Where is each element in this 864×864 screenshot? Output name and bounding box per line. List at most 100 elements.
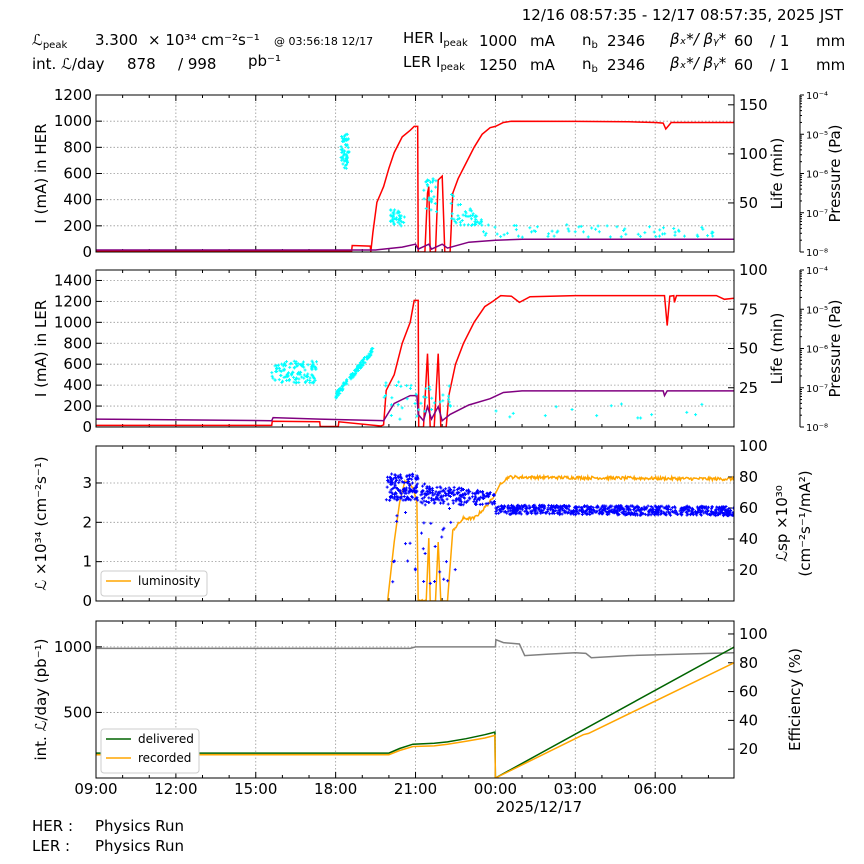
scatter-point — [300, 375, 304, 379]
scatter-point — [435, 485, 439, 489]
scatter-point — [398, 215, 402, 219]
scatter-point — [658, 234, 662, 238]
scatter-point — [292, 380, 296, 384]
x-tick-label: 06:00 — [634, 780, 677, 798]
scatter-point — [289, 361, 293, 365]
scatter-point — [545, 510, 549, 514]
y-right-tick-label: 50 — [739, 340, 758, 358]
scatter-point — [447, 397, 451, 401]
scatter-point — [627, 512, 631, 516]
scatter-point — [700, 402, 704, 406]
scatter-point — [685, 410, 689, 414]
scatter-point — [413, 402, 417, 406]
scatter-point — [424, 500, 428, 504]
y-left-tick-label: 2 — [82, 513, 92, 531]
scatter-point — [451, 499, 455, 503]
scatter-point — [344, 157, 348, 161]
scatter-point — [396, 403, 400, 407]
scatter-point — [308, 379, 312, 383]
pressure-tick-label: 10⁻⁴ — [806, 91, 828, 102]
scatter-point — [666, 507, 670, 511]
scatter-point — [446, 502, 450, 506]
scatter-point — [466, 223, 470, 227]
scatter-point — [279, 369, 283, 373]
series-group — [384, 472, 734, 601]
scatter-point — [511, 504, 515, 508]
scatter-point — [551, 510, 555, 514]
scatter-point — [271, 376, 275, 380]
scatter-point — [397, 380, 401, 384]
scatter-point — [420, 497, 424, 501]
scatter-point — [402, 215, 406, 219]
scatter-point — [344, 166, 348, 170]
scatter-point — [407, 497, 411, 501]
scatter-point — [480, 491, 484, 495]
scatter-point — [547, 503, 551, 507]
scatter-point — [310, 373, 314, 377]
scatter-point — [538, 509, 542, 513]
scatter-point — [421, 484, 425, 488]
scatter-point — [531, 504, 535, 508]
series-group — [96, 120, 734, 252]
scatter-point — [442, 577, 446, 581]
scatter-point — [447, 394, 451, 398]
scatter-point — [441, 393, 445, 397]
scatter-point — [399, 384, 403, 388]
scatter-point — [285, 378, 289, 382]
scatter-point — [402, 488, 406, 492]
scatter-point — [400, 480, 404, 484]
scatter-point — [341, 384, 345, 388]
scatter-point — [393, 473, 397, 477]
lpeak-unit: × 10³⁴ cm⁻²s⁻¹ — [148, 31, 260, 49]
scatter-point — [389, 219, 393, 223]
scatter-point — [390, 396, 394, 400]
y-left-tick-label: 1000 — [54, 638, 92, 656]
scatter-point — [630, 512, 634, 516]
scatter-point — [425, 180, 429, 184]
intl-delivered: / 998 — [178, 55, 216, 73]
svg-text:LER Ipeak: LER Ipeak — [403, 53, 465, 73]
scatter-point — [297, 370, 301, 374]
scatter-point — [562, 509, 566, 513]
scatter-point — [367, 354, 371, 358]
scatter-point — [484, 502, 488, 506]
scatter-point — [706, 509, 710, 513]
y-left-tick-label: 1200 — [54, 292, 92, 310]
scatter-point — [533, 507, 537, 511]
scatter-point — [624, 232, 628, 236]
y-right-tick-label: 40 — [739, 711, 758, 729]
scatter-point — [608, 235, 612, 239]
scatter-point — [405, 397, 409, 401]
scatter-point — [410, 495, 414, 499]
scatter-point — [400, 406, 404, 410]
ler-ipeak-sub: peak — [440, 62, 465, 73]
her-ipeak-unit: mA — [530, 32, 556, 50]
scatter-point — [541, 510, 545, 514]
scatter-point — [415, 496, 419, 500]
scatter-point — [403, 491, 407, 495]
scatter-point — [397, 481, 401, 485]
scatter-point — [439, 495, 443, 499]
scatter-point — [500, 504, 504, 508]
scatter-point — [480, 223, 484, 227]
scatter-point — [406, 559, 410, 563]
scatter-point — [449, 520, 453, 524]
x-date-label: 2025/12/17 — [496, 798, 582, 816]
scatter-point — [474, 217, 478, 221]
scatter-point — [456, 492, 460, 496]
scatter-point — [470, 209, 474, 213]
series-line-LER-current — [96, 294, 734, 427]
ler-status-label: LER : — [32, 837, 70, 855]
scatter-point — [441, 399, 445, 403]
pressure-tick-label: 10⁻⁸ — [806, 423, 828, 434]
scatter-point — [430, 407, 434, 411]
scatter-point — [409, 383, 413, 387]
scatter-point — [520, 508, 524, 512]
scatter-point — [391, 580, 395, 584]
scatter-point — [462, 223, 466, 227]
scatter-point — [410, 490, 414, 494]
scatter-point — [668, 511, 672, 515]
scatter-point — [502, 233, 506, 237]
x-tick-label: 12:00 — [154, 780, 197, 798]
scatter-point — [396, 488, 400, 492]
